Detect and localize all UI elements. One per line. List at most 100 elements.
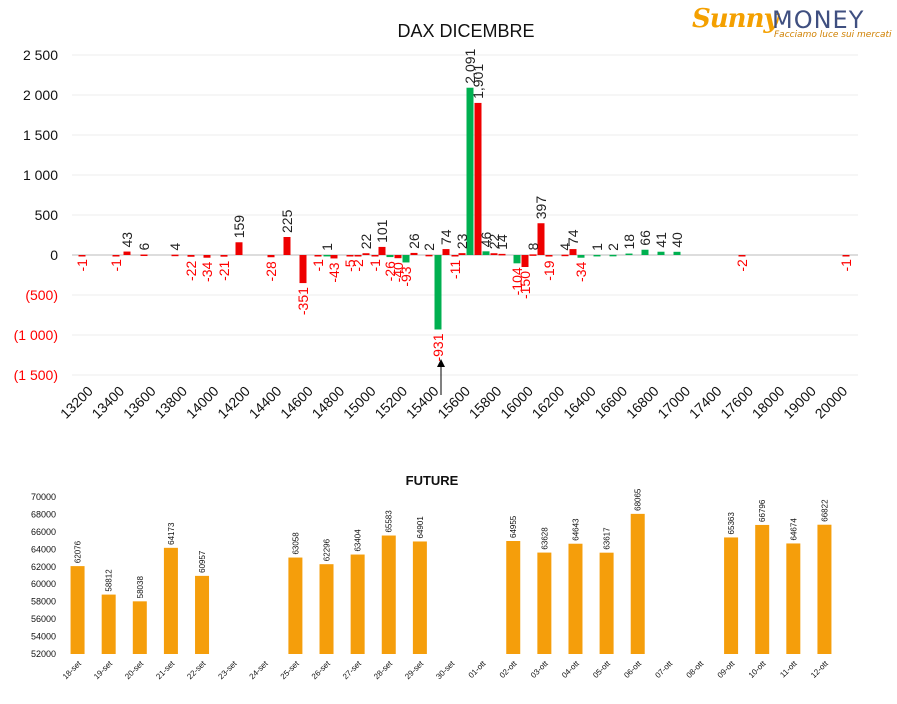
x-tick-label: 16200 [529, 383, 568, 422]
dax-bar [641, 249, 649, 255]
dax-bar [545, 255, 553, 257]
dax-bar [561, 254, 569, 257]
future-chart: FUTURE 70000 68000 66000 64000 62000 60000 580… [31, 473, 832, 682]
x-tick-label: 17600 [717, 383, 756, 422]
future-x-tick-label: 22-set [185, 659, 208, 682]
dax-bar [425, 254, 433, 257]
future-bar [132, 601, 147, 654]
dax-bar [657, 251, 665, 255]
future-x-tick-label: 20-set [123, 659, 146, 682]
future-bar [101, 594, 116, 654]
dax-data-label: 66 [637, 230, 653, 246]
dax-data-label: -104 [509, 267, 525, 295]
dax-bar [513, 255, 521, 264]
x-tick-label: 19000 [780, 383, 819, 422]
x-tick-label: 15600 [434, 383, 473, 422]
dax-bar [235, 242, 243, 255]
dax-bar [203, 255, 211, 258]
future-x-tick-label: 01-ott [467, 659, 488, 680]
dax-data-label: 40 [669, 232, 685, 248]
dax-data-label: 6 [136, 243, 152, 251]
future-bar [195, 575, 210, 654]
dax-data-label: 2,091 [462, 48, 478, 83]
dax-bar [577, 255, 585, 258]
dax-data-label: 22 [486, 233, 502, 249]
dax-bar [569, 249, 577, 255]
dax-bar [410, 252, 418, 255]
future-y-tick-label: 56000 [31, 614, 56, 624]
dax-dicembre-chart: DAX DICEMBRE 2 500 2 000 1 500 1 000 500 0 (50… [14, 21, 858, 422]
chart1-title: DAX DICEMBRE [397, 21, 534, 41]
future-data-label: 62296 [323, 538, 332, 561]
dax-bar [482, 251, 490, 255]
future-data-label: 63404 [354, 529, 363, 552]
y-tick-label: 500 [35, 207, 59, 223]
dax-data-label: 41 [653, 232, 669, 248]
future-data-label: 64173 [167, 522, 176, 545]
future-data-label: 63058 [291, 532, 300, 555]
future-bar [599, 552, 614, 654]
future-data-label: 63628 [540, 527, 549, 550]
dax-data-label: 225 [279, 209, 295, 233]
dax-bar [78, 255, 86, 257]
future-x-tick-label: 12-ott [809, 659, 830, 680]
dax-bar [451, 255, 459, 257]
dax-bar [314, 255, 322, 257]
y-tick-label: (500) [25, 287, 58, 303]
dax-bar [378, 246, 386, 255]
future-bar [381, 535, 396, 654]
dax-data-label: -2 [734, 259, 750, 272]
dax-data-label: -150 [517, 271, 533, 299]
future-data-label: 64643 [571, 518, 580, 541]
x-tick-label: 16800 [623, 383, 662, 422]
dax-data-label: -351 [295, 287, 311, 315]
dax-bar [386, 255, 394, 258]
future-x-tick-label: 11-ott [778, 659, 799, 680]
logo-sunny: Sunny [692, 4, 779, 34]
future-x-tick-label: 08-ott [685, 659, 706, 680]
dax-data-label: 397 [533, 196, 549, 220]
dax-bar [187, 255, 195, 257]
future-bar [319, 564, 334, 654]
dax-data-label: -93 [398, 266, 414, 286]
future-y-tick-label: 52000 [31, 649, 56, 659]
dax-data-label: 8 [525, 242, 541, 250]
dax-data-label: 22 [358, 233, 374, 249]
x-tick-label: 17000 [654, 383, 693, 422]
dax-data-label: 18 [621, 234, 637, 250]
dax-bar [140, 254, 148, 257]
dax-data-label: -22 [183, 261, 199, 281]
dax-bar [498, 253, 506, 256]
future-bar [350, 554, 365, 654]
x-tick-label: 14000 [183, 383, 222, 422]
dax-data-label: -43 [326, 262, 342, 282]
future-bar [630, 513, 645, 654]
dax-data-label: -34 [573, 262, 589, 282]
dax-bar [283, 237, 291, 255]
future-x-tick-label: 21-set [154, 659, 177, 682]
arrow-annotation [437, 359, 445, 395]
future-y-tick-label: 66000 [31, 527, 56, 537]
future-data-label: 64955 [509, 515, 518, 538]
future-x-tick-label: 23-set [216, 659, 239, 682]
dax-data-label: 46 [478, 232, 494, 248]
dax-bar [323, 254, 331, 257]
dax-bar [267, 255, 275, 258]
future-y-tick-label: 60000 [31, 579, 56, 589]
future-data-label: 58038 [136, 576, 145, 599]
dax-data-label: 26 [406, 233, 422, 249]
y-tick-label: 1 000 [23, 167, 58, 183]
dax-data-label: -34 [199, 262, 215, 282]
future-data-label: 64674 [789, 518, 798, 541]
future-x-tick-label: 05-ott [591, 659, 612, 680]
dax-bar [394, 255, 402, 259]
x-tick-label: 14400 [246, 383, 285, 422]
dax-bar [466, 87, 474, 255]
dax-bar [171, 254, 179, 257]
dax-data-label: 2 [421, 243, 437, 251]
future-x-tick-label: 18-set [61, 659, 84, 682]
future-y-tick-label: 70000 [31, 492, 56, 502]
dax-bar [362, 253, 370, 255]
dax-bar [609, 254, 617, 257]
dax-bar [673, 251, 681, 255]
